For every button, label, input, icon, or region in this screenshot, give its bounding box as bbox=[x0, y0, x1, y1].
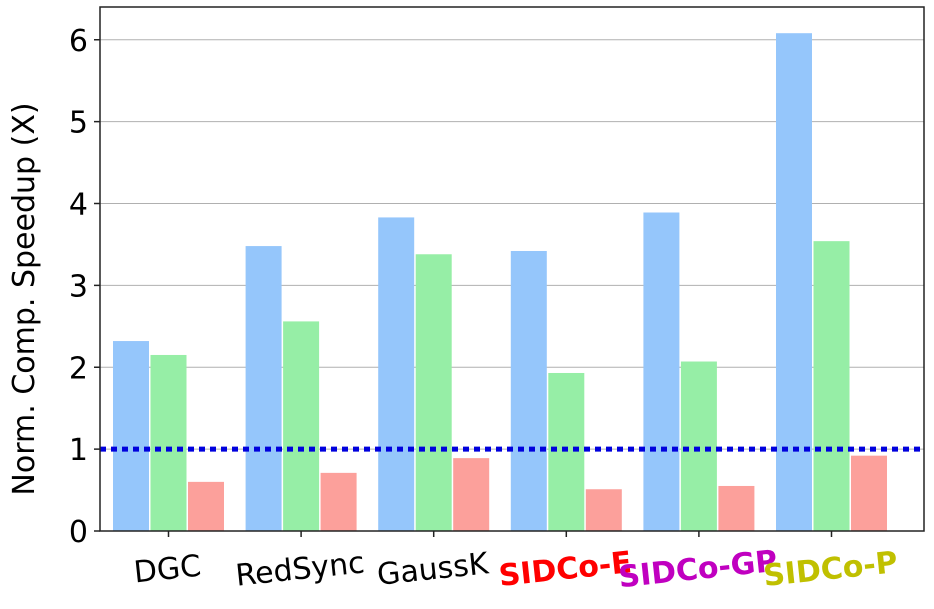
x-category-label: SIDCo-E bbox=[497, 545, 633, 594]
bar-sidco-e-s3 bbox=[585, 489, 622, 531]
y-tick-label: 6 bbox=[69, 24, 88, 59]
x-category-label: RedSync bbox=[234, 545, 366, 593]
bar-gaussk-s3 bbox=[453, 458, 490, 531]
bar-redsync-s3 bbox=[320, 472, 357, 531]
y-tick-label: 5 bbox=[69, 106, 88, 141]
bar-sidco-p-s2 bbox=[813, 241, 850, 531]
bar-sidco-p-s1 bbox=[776, 33, 812, 531]
bar-gaussk-s2 bbox=[415, 254, 452, 531]
bar-sidco-gp-s1 bbox=[643, 212, 680, 531]
bar-sidco-e-s1 bbox=[510, 250, 547, 532]
bar-redsync-s2 bbox=[283, 321, 320, 531]
bar-redsync-s1 bbox=[245, 246, 282, 531]
bar-dgc-s1 bbox=[113, 341, 149, 531]
y-tick-label: 1 bbox=[69, 433, 88, 468]
x-category-label: GaussK bbox=[375, 546, 491, 593]
bar-sidco-p-s3 bbox=[851, 455, 887, 531]
bars bbox=[113, 33, 887, 532]
x-category-label: SIDCo-GP bbox=[617, 544, 779, 595]
y-tick-label: 0 bbox=[69, 515, 88, 550]
bar-dgc-s2 bbox=[150, 354, 187, 531]
y-tick-label: 2 bbox=[69, 351, 88, 386]
x-category-label: SIDCo-P bbox=[762, 545, 900, 594]
y-axis-label: Norm. Comp. Speedup (X) bbox=[7, 102, 42, 495]
plot-frame bbox=[99, 6, 925, 532]
bar-sidco-gp-s3 bbox=[718, 485, 755, 531]
y-tick-label: 4 bbox=[69, 188, 88, 223]
bar-sidco-e-s2 bbox=[548, 372, 585, 531]
x-category-label: DGC bbox=[132, 549, 203, 591]
bar-sidco-gp-s2 bbox=[680, 361, 717, 531]
y-tick-label: 3 bbox=[69, 269, 88, 304]
bar-gaussk-s1 bbox=[378, 217, 415, 531]
bar-dgc-s3 bbox=[188, 481, 224, 531]
y-axis-ticks: 0 1 2 3 4 5 6 bbox=[69, 24, 100, 550]
